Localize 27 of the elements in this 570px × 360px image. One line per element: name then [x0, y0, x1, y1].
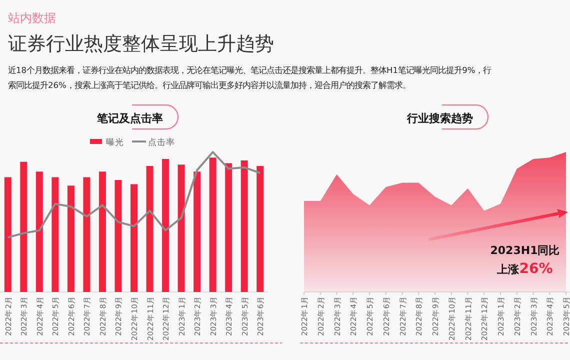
bar	[178, 164, 185, 292]
bar	[194, 172, 201, 292]
chart-title: 行业搜索趋势	[406, 112, 473, 125]
legend-label: 曝光	[106, 137, 124, 148]
bar	[36, 172, 43, 292]
text: 近18个月数据来看，证券行业在站内的数据表现，无论在笔记曝光、笔记点击还是搜索量上都有提升。整体H1笔记曝光同比提升9%，行	[8, 65, 492, 75]
text: 证券行业热度整体呈现上升趋势	[8, 33, 274, 55]
bar	[209, 158, 216, 292]
bar	[225, 163, 232, 292]
bar	[146, 166, 154, 292]
annotation: 上涨26%	[496, 261, 553, 277]
bar	[162, 159, 170, 292]
bar	[52, 177, 59, 292]
bar	[4, 177, 12, 292]
bar	[114, 180, 122, 292]
bar	[83, 177, 90, 292]
bar	[240, 160, 248, 292]
text: 站内数据	[8, 11, 56, 25]
chart-title: 笔记及点击率	[96, 112, 163, 125]
bar	[98, 172, 106, 292]
text: 索同比提升26%，搜索上涨高于笔记供给。行业品牌可输出更多好内容并以流量加持，迎合用户的搜索了解需求。	[8, 80, 410, 90]
annotation: 2023H1同比	[490, 244, 560, 257]
bar	[67, 186, 74, 292]
legend-label: 点击率	[148, 137, 175, 148]
bar	[130, 184, 138, 292]
bar	[20, 162, 28, 292]
bar	[256, 166, 264, 292]
